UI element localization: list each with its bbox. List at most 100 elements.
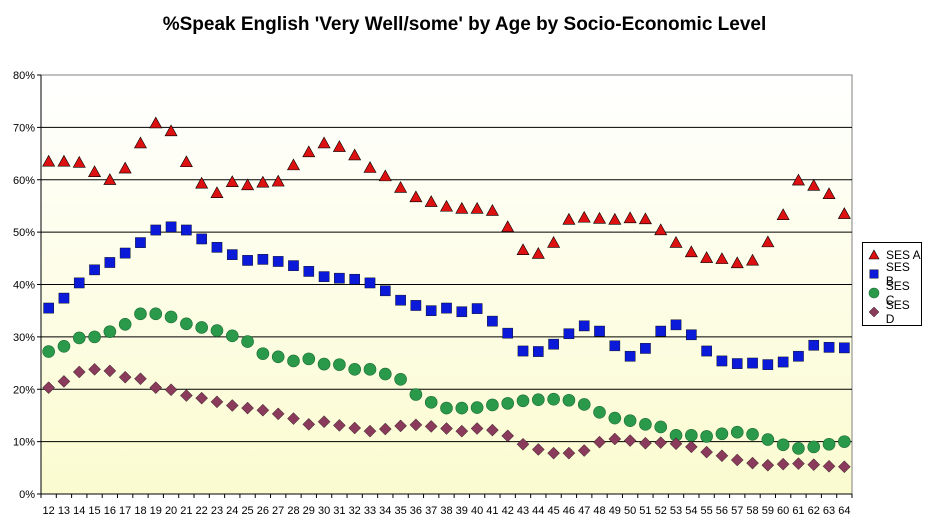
x-tick-label: 26 xyxy=(257,505,269,517)
data-point-square xyxy=(594,325,605,337)
data-point-circle xyxy=(378,367,392,381)
data-point-square xyxy=(425,305,437,316)
data-point-circle xyxy=(486,398,499,412)
data-point-diamond xyxy=(547,446,560,460)
data-point-square xyxy=(578,320,590,332)
data-point-square xyxy=(487,315,498,327)
x-tick-label: 57 xyxy=(731,505,743,517)
data-point-diamond xyxy=(792,457,805,470)
data-point-diamond xyxy=(103,364,117,378)
x-tick-label: 16 xyxy=(104,505,116,517)
data-point-triangle xyxy=(317,136,331,149)
data-point-square xyxy=(456,306,468,318)
data-point-triangle xyxy=(88,165,102,177)
data-point-square xyxy=(379,285,391,297)
data-point-square xyxy=(135,237,146,248)
data-point-diamond xyxy=(623,434,637,447)
y-tick-label: 40% xyxy=(13,280,35,292)
data-point-diamond xyxy=(761,458,775,472)
data-point-square xyxy=(318,271,330,282)
legend-marker xyxy=(869,269,879,278)
data-point-square xyxy=(502,327,514,339)
data-point-circle xyxy=(623,414,637,427)
data-point-triangle xyxy=(562,212,576,225)
data-point-circle xyxy=(302,352,316,366)
data-point-circle xyxy=(424,396,438,409)
x-tick-label: 63 xyxy=(823,505,835,517)
data-point-square xyxy=(303,266,315,277)
data-point-triangle xyxy=(394,180,408,193)
data-point-triangle xyxy=(195,176,209,189)
x-tick-label: 55 xyxy=(701,505,713,517)
data-point-circle xyxy=(440,401,453,415)
data-point-diamond xyxy=(164,383,178,397)
x-tick-label: 24 xyxy=(226,505,238,517)
data-point-circle xyxy=(700,430,713,443)
x-tick-label: 21 xyxy=(180,505,192,517)
data-point-triangle xyxy=(485,204,499,216)
x-tick-label: 58 xyxy=(746,505,758,517)
data-point-circle xyxy=(608,411,622,425)
data-point-square xyxy=(762,359,774,370)
data-point-diamond xyxy=(486,423,499,437)
data-point-circle xyxy=(348,363,361,376)
data-point-triangle xyxy=(501,220,515,232)
x-tick-label: 53 xyxy=(670,505,682,517)
x-tick-label: 39 xyxy=(456,505,468,517)
data-point-circle xyxy=(256,347,270,360)
y-tick-label: 0% xyxy=(19,489,35,501)
data-point-square xyxy=(533,346,544,357)
data-point-triangle xyxy=(409,190,423,203)
data-point-triangle xyxy=(608,212,622,225)
data-point-diamond xyxy=(317,415,331,429)
data-point-triangle xyxy=(164,124,178,137)
data-point-square xyxy=(257,254,269,265)
data-point-circle xyxy=(409,388,423,401)
data-point-square xyxy=(655,325,667,337)
x-tick-label: 22 xyxy=(196,505,208,517)
data-point-diamond xyxy=(134,372,147,386)
x-tick-label: 13 xyxy=(58,505,70,517)
data-point-square xyxy=(410,300,422,311)
x-tick-label: 35 xyxy=(394,505,406,517)
y-tick-label: 50% xyxy=(13,227,35,239)
legend-label: SES B xyxy=(885,259,910,288)
series-ses-d xyxy=(42,363,851,474)
data-point-square xyxy=(364,277,376,289)
data-point-circle xyxy=(271,350,285,364)
data-point-circle xyxy=(715,427,729,441)
legend-item: SES A xyxy=(867,245,921,264)
data-point-square xyxy=(869,269,879,278)
data-point-diamond xyxy=(287,412,300,425)
data-point-triangle xyxy=(822,187,836,199)
data-point-triangle xyxy=(118,161,132,174)
x-tick-label: 52 xyxy=(655,505,667,517)
data-point-square xyxy=(165,221,177,233)
data-point-circle xyxy=(225,329,239,343)
data-point-diamond xyxy=(608,432,622,446)
x-tick-label: 31 xyxy=(333,505,345,517)
data-point-square xyxy=(777,356,789,368)
data-point-circle xyxy=(501,397,515,410)
x-tick-label: 56 xyxy=(716,505,728,517)
x-tick-label: 49 xyxy=(609,505,621,517)
data-point-circle xyxy=(88,330,101,344)
data-point-triangle xyxy=(241,178,255,191)
data-point-circle xyxy=(730,425,744,439)
data-point-square xyxy=(517,345,529,357)
data-point-diamond xyxy=(838,460,851,474)
data-point-square xyxy=(548,338,559,350)
data-point-circle xyxy=(639,418,652,431)
data-point-circle xyxy=(776,438,790,452)
data-point-diamond xyxy=(822,459,836,473)
data-point-diamond xyxy=(501,429,514,443)
data-point-triangle xyxy=(286,158,300,171)
data-point-diamond xyxy=(195,391,208,405)
x-tick-label: 47 xyxy=(578,505,590,517)
data-point-circle xyxy=(470,401,484,414)
series-ses-b xyxy=(43,221,850,370)
data-point-triangle xyxy=(42,154,56,167)
legend: SES A SES B SES C SES D xyxy=(862,242,922,326)
x-tick-label: 19 xyxy=(150,505,162,517)
data-point-circle xyxy=(333,358,346,371)
